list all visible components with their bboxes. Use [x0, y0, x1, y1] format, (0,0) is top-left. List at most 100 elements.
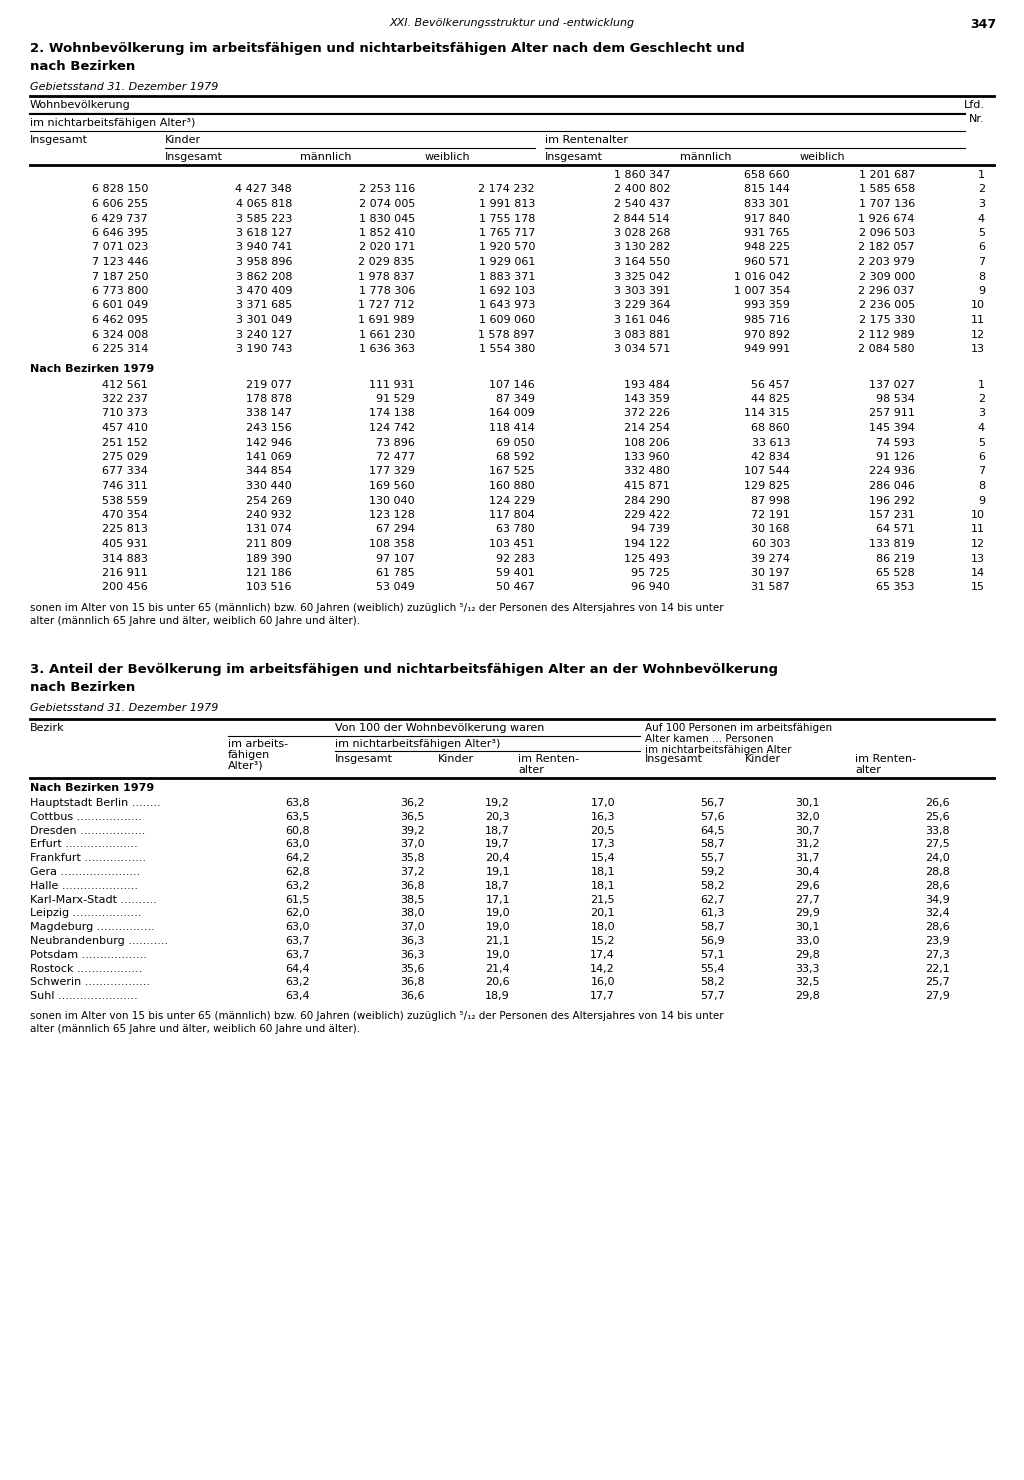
Text: 948 225: 948 225 — [743, 243, 790, 253]
Text: 11: 11 — [971, 524, 985, 534]
Text: 1 830 045: 1 830 045 — [358, 213, 415, 223]
Text: Insgesamt: Insgesamt — [165, 152, 223, 161]
Text: 178 878: 178 878 — [246, 394, 292, 404]
Text: Gera ......................: Gera ...................... — [30, 867, 140, 878]
Text: 35,8: 35,8 — [400, 852, 425, 863]
Text: 74 593: 74 593 — [877, 438, 915, 447]
Text: 6 606 255: 6 606 255 — [92, 198, 148, 209]
Text: 219 077: 219 077 — [246, 379, 292, 389]
Text: 39,2: 39,2 — [400, 826, 425, 836]
Text: 177 329: 177 329 — [369, 466, 415, 477]
Text: 32,5: 32,5 — [796, 977, 820, 987]
Text: 33,8: 33,8 — [926, 826, 950, 836]
Text: 29,6: 29,6 — [796, 881, 820, 891]
Text: 73 896: 73 896 — [376, 438, 415, 447]
Text: 17,0: 17,0 — [591, 798, 615, 808]
Text: XXI. Bevölkerungsstruktur und -entwicklung: XXI. Bevölkerungsstruktur und -entwicklu… — [389, 18, 635, 28]
Text: 12: 12 — [971, 330, 985, 339]
Text: 457 410: 457 410 — [102, 423, 148, 434]
Text: 2: 2 — [978, 394, 985, 404]
Text: 18,7: 18,7 — [485, 881, 510, 891]
Text: 3 301 049: 3 301 049 — [236, 315, 292, 326]
Text: 193 484: 193 484 — [624, 379, 670, 389]
Text: 11: 11 — [971, 315, 985, 326]
Text: 56,7: 56,7 — [700, 798, 725, 808]
Text: fähigen: fähigen — [228, 750, 270, 761]
Text: Cottbus ..................: Cottbus .................. — [30, 813, 142, 821]
Text: 254 269: 254 269 — [246, 496, 292, 506]
Text: 189 390: 189 390 — [246, 554, 292, 564]
Text: 68 592: 68 592 — [496, 451, 535, 462]
Text: 27,9: 27,9 — [925, 992, 950, 1000]
Text: Gebietsstand 31. Dezember 1979: Gebietsstand 31. Dezember 1979 — [30, 81, 218, 92]
Text: 111 931: 111 931 — [370, 379, 415, 389]
Text: 2. Wohnbevölkerung im arbeitsfähigen und nichtarbeitsfähigen Alter nach dem Gesc: 2. Wohnbevölkerung im arbeitsfähigen und… — [30, 41, 744, 55]
Text: 332 480: 332 480 — [624, 466, 670, 477]
Text: Dresden ..................: Dresden .................. — [30, 826, 145, 836]
Text: 1 991 813: 1 991 813 — [478, 198, 535, 209]
Text: 229 422: 229 422 — [624, 511, 670, 519]
Text: 338 147: 338 147 — [246, 408, 292, 419]
Text: 1 554 380: 1 554 380 — [479, 343, 535, 354]
Text: 993 359: 993 359 — [744, 300, 790, 311]
Text: 57,1: 57,1 — [700, 950, 725, 961]
Text: 123 128: 123 128 — [369, 511, 415, 519]
Text: 3 862 208: 3 862 208 — [236, 271, 292, 281]
Text: 2 175 330: 2 175 330 — [859, 315, 915, 326]
Text: 160 880: 160 880 — [489, 481, 535, 491]
Text: 20,6: 20,6 — [485, 977, 510, 987]
Text: 746 311: 746 311 — [102, 481, 148, 491]
Text: 42 834: 42 834 — [751, 451, 790, 462]
Text: 167 525: 167 525 — [489, 466, 535, 477]
Text: 8: 8 — [978, 271, 985, 281]
Text: 63,2: 63,2 — [286, 881, 310, 891]
Text: 174 138: 174 138 — [369, 408, 415, 419]
Text: Schwerin ..................: Schwerin .................. — [30, 977, 150, 987]
Text: 1 860 347: 1 860 347 — [613, 170, 670, 181]
Text: 141 069: 141 069 — [246, 451, 292, 462]
Text: 6: 6 — [978, 451, 985, 462]
Text: 658 660: 658 660 — [744, 170, 790, 181]
Text: 1 636 363: 1 636 363 — [359, 343, 415, 354]
Text: 196 292: 196 292 — [869, 496, 915, 506]
Text: 65 353: 65 353 — [877, 583, 915, 592]
Text: 33,3: 33,3 — [796, 963, 820, 974]
Text: Karl-Marx-Stadt ..........: Karl-Marx-Stadt .......... — [30, 894, 157, 904]
Text: Insgesamt: Insgesamt — [30, 135, 88, 145]
Text: 97 107: 97 107 — [376, 554, 415, 564]
Text: 86 219: 86 219 — [877, 554, 915, 564]
Text: 60,8: 60,8 — [286, 826, 310, 836]
Text: 58,7: 58,7 — [700, 839, 725, 850]
Text: 57,7: 57,7 — [700, 992, 725, 1000]
Text: 37,0: 37,0 — [400, 922, 425, 932]
Text: 50 467: 50 467 — [497, 583, 535, 592]
Text: 1 007 354: 1 007 354 — [734, 286, 790, 296]
Text: 3 028 268: 3 028 268 — [613, 228, 670, 238]
Text: 125 493: 125 493 — [624, 554, 670, 564]
Text: 3 371 685: 3 371 685 — [236, 300, 292, 311]
Text: 63,0: 63,0 — [286, 922, 310, 932]
Text: 30 168: 30 168 — [752, 524, 790, 534]
Text: 29,8: 29,8 — [795, 992, 820, 1000]
Text: 1 778 306: 1 778 306 — [358, 286, 415, 296]
Text: 2 540 437: 2 540 437 — [613, 198, 670, 209]
Text: 63,2: 63,2 — [286, 977, 310, 987]
Text: Neubrandenburg ...........: Neubrandenburg ........... — [30, 935, 168, 946]
Text: 7: 7 — [978, 258, 985, 266]
Text: 1 643 973: 1 643 973 — [478, 300, 535, 311]
Text: 3 190 743: 3 190 743 — [236, 343, 292, 354]
Text: 3: 3 — [978, 408, 985, 419]
Text: 4: 4 — [978, 213, 985, 223]
Text: 95 725: 95 725 — [631, 568, 670, 579]
Text: 59,2: 59,2 — [700, 867, 725, 878]
Text: 322 237: 322 237 — [102, 394, 148, 404]
Text: 18,1: 18,1 — [591, 867, 615, 878]
Text: Erfurt ....................: Erfurt .................... — [30, 839, 138, 850]
Text: 15,4: 15,4 — [591, 852, 615, 863]
Text: 30,4: 30,4 — [796, 867, 820, 878]
Text: 94 739: 94 739 — [631, 524, 670, 534]
Text: 18,0: 18,0 — [591, 922, 615, 932]
Text: 143 359: 143 359 — [625, 394, 670, 404]
Text: 30,7: 30,7 — [796, 826, 820, 836]
Text: 275 029: 275 029 — [102, 451, 148, 462]
